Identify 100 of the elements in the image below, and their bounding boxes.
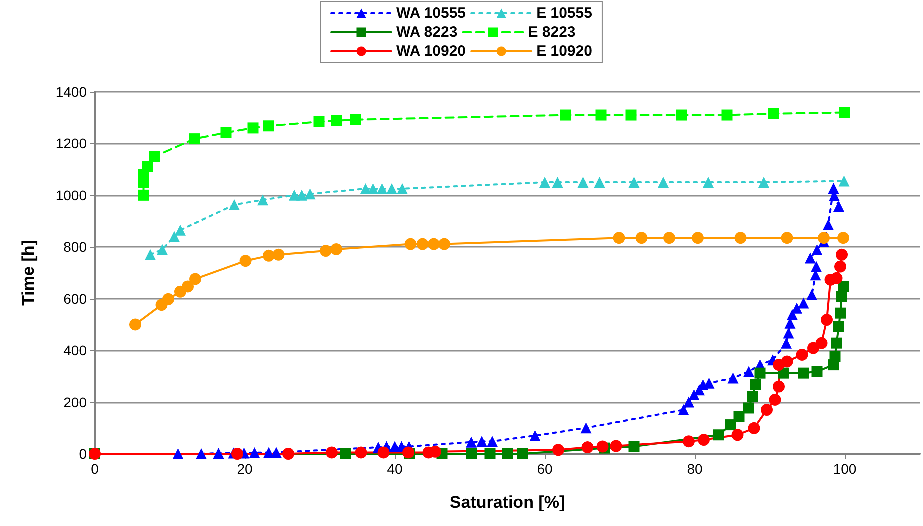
point — [304, 188, 316, 200]
y-tick-label: 1200 — [56, 136, 88, 152]
y-tick-label: 400 — [64, 342, 88, 359]
point — [628, 441, 640, 452]
legend-label: E 10920 — [536, 43, 592, 60]
point — [175, 224, 186, 236]
point — [726, 420, 736, 431]
point — [232, 448, 244, 460]
point — [838, 176, 850, 187]
point — [750, 379, 762, 390]
point — [249, 447, 260, 458]
point — [142, 161, 153, 172]
point — [798, 298, 810, 309]
point — [781, 356, 794, 368]
point — [263, 250, 275, 262]
point — [594, 177, 606, 188]
x-tick-label: 40 — [387, 461, 403, 477]
point — [466, 448, 477, 460]
point — [438, 238, 450, 250]
point — [838, 281, 849, 292]
point — [502, 448, 513, 460]
point — [145, 249, 156, 260]
point — [664, 232, 676, 244]
point — [182, 280, 194, 293]
point — [748, 422, 760, 434]
point — [552, 444, 564, 456]
point — [732, 429, 744, 442]
point — [684, 396, 694, 408]
point — [314, 116, 325, 128]
x-tick-label: 60 — [537, 461, 553, 477]
point — [596, 440, 609, 453]
point — [734, 411, 745, 422]
legend-label: WA 8223 — [396, 24, 458, 41]
x-tick-label: 0 — [91, 461, 100, 477]
point — [768, 108, 780, 120]
x-axis-title: Saturation [%] — [450, 493, 566, 512]
point — [582, 442, 594, 454]
point — [416, 238, 429, 250]
point — [578, 177, 589, 188]
point — [728, 372, 739, 384]
point — [835, 308, 846, 319]
point — [397, 183, 408, 194]
point — [628, 177, 640, 188]
point — [331, 115, 342, 126]
point — [189, 134, 200, 145]
point — [761, 404, 773, 416]
point — [190, 273, 202, 286]
x-tick-label: 80 — [687, 461, 703, 477]
point — [830, 272, 843, 284]
point — [378, 446, 390, 459]
point — [658, 177, 669, 188]
point — [758, 177, 770, 188]
point — [823, 219, 834, 230]
point — [487, 436, 498, 448]
point — [811, 261, 822, 272]
point — [596, 110, 607, 121]
point — [326, 446, 338, 459]
point — [812, 366, 823, 378]
point — [560, 110, 572, 121]
point — [806, 289, 818, 300]
point — [754, 368, 766, 379]
point — [676, 110, 687, 121]
point — [812, 244, 823, 256]
point — [530, 430, 541, 442]
point — [834, 260, 846, 273]
point — [698, 434, 710, 446]
point — [428, 238, 440, 250]
x-tick-label: 100 — [833, 461, 857, 477]
point — [320, 245, 332, 258]
point — [517, 448, 528, 460]
point — [781, 338, 792, 349]
point — [828, 182, 840, 194]
point — [386, 183, 398, 194]
point — [792, 302, 802, 314]
point — [376, 183, 388, 194]
point — [271, 447, 282, 458]
y-axis-title: Time [h] — [19, 240, 38, 306]
point — [552, 177, 564, 188]
y-tick-label: 200 — [64, 394, 88, 410]
point — [258, 194, 268, 206]
point — [744, 366, 754, 378]
point — [162, 293, 174, 306]
point — [781, 232, 794, 244]
point — [636, 232, 648, 244]
point — [330, 243, 342, 256]
y-tick-label: 1000 — [56, 187, 88, 204]
point — [798, 368, 810, 379]
point — [836, 291, 848, 302]
point — [213, 448, 224, 459]
point — [540, 177, 550, 188]
point — [169, 231, 180, 242]
point — [340, 448, 351, 460]
point — [769, 394, 782, 406]
point — [580, 422, 592, 434]
legend-label: E 10555 — [536, 5, 592, 22]
point — [744, 402, 754, 414]
point — [747, 391, 758, 402]
point — [840, 107, 850, 118]
point — [282, 448, 294, 460]
point — [626, 110, 637, 121]
